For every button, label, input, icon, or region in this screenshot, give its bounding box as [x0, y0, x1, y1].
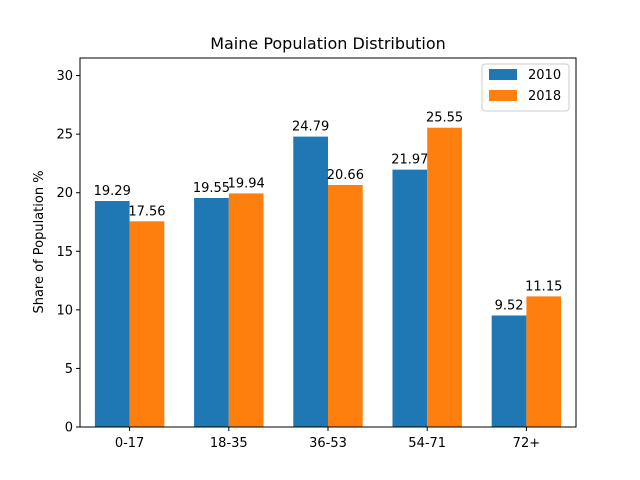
legend: 2010 2018 [481, 63, 570, 112]
legend-swatch-2010 [489, 69, 517, 80]
y-axis-label: Share of Population % [32, 170, 47, 313]
data-label-54-71-2010: 21.97 [391, 153, 428, 168]
y-axis: 0 5 10 15 20 25 30 [56, 69, 80, 436]
y-tick-label: 0 [65, 421, 73, 436]
x-tick-label: 72+ [513, 436, 540, 451]
y-tick-label: 10 [56, 303, 73, 318]
data-label-18-35-2010: 19.55 [193, 181, 230, 196]
bar-54-71-2018 [427, 127, 462, 427]
bar-72+-2010 [491, 315, 527, 427]
plot-frame [79, 57, 577, 428]
bars-layer [94, 127, 562, 428]
bar-72+-2018 [526, 296, 562, 427]
bar-0-17-2010 [94, 201, 130, 427]
y-tick-label: 30 [56, 69, 73, 84]
data-label-36-53-2010: 24.79 [292, 120, 329, 135]
y-tick-label: 25 [56, 128, 73, 143]
x-tick-label: 0-17 [115, 436, 145, 451]
bar-0-17-2018 [129, 221, 165, 427]
bar-36-53-2010 [293, 136, 328, 428]
y-tick-label: 20 [56, 186, 73, 201]
x-tick-label: 36-53 [309, 436, 347, 451]
data-labels-layer: 19.29 19.55 24.79 21.97 9.52 17.56 19.94 20.66 2… [94, 111, 563, 314]
chart-title: Maine Population Distribution [210, 34, 446, 53]
bar-54-71-2010 [392, 169, 428, 427]
data-label-18-35-2018: 19.94 [228, 176, 265, 191]
x-axis: 0-17 18-35 36-53 54-71 72+ [115, 427, 540, 451]
legend-swatch-2018 [489, 90, 517, 101]
bar-18-35-2018 [228, 193, 264, 427]
data-label-72+-2010: 9.52 [495, 298, 524, 313]
bar-18-35-2010 [194, 197, 229, 427]
data-label-72+-2018: 11.15 [525, 279, 562, 294]
data-label-0-17-2010: 19.29 [94, 184, 131, 199]
x-tick-label: 18-35 [210, 436, 248, 451]
legend-label-2010: 2010 [528, 68, 561, 83]
data-label-36-53-2018: 20.66 [327, 168, 364, 183]
bar-36-53-2018 [328, 184, 363, 427]
y-tick-label: 5 [65, 362, 73, 377]
data-label-0-17-2018: 17.56 [128, 204, 165, 219]
x-tick-label: 54-71 [408, 436, 446, 451]
legend-label-2018: 2018 [528, 89, 561, 104]
data-label-54-71-2018: 25.55 [426, 111, 463, 126]
y-tick-label: 15 [56, 245, 73, 260]
